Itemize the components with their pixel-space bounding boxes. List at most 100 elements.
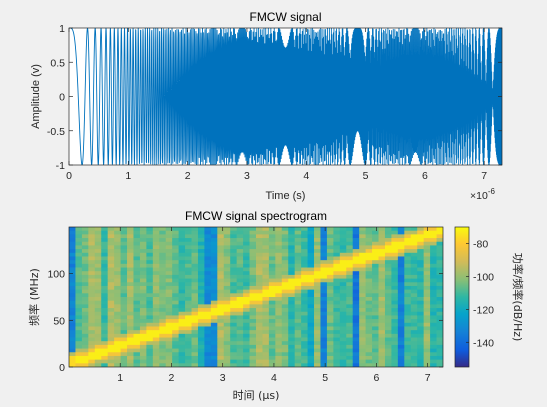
spectrogram-cell <box>365 322 373 327</box>
spectrogram-cell <box>114 252 121 257</box>
spectrogram-cell <box>430 344 437 349</box>
spectrogram-cell <box>262 293 270 298</box>
spectrogram-cell <box>275 256 283 261</box>
spectrogram-cell <box>339 285 347 291</box>
spectrogram-cell <box>69 333 76 338</box>
spectrogram-cell <box>152 337 160 342</box>
spectrogram-cell <box>217 363 225 367</box>
spectrogram-cell <box>320 344 328 349</box>
spectrogram-cell <box>139 274 147 279</box>
spectrogram-cell <box>288 260 296 265</box>
spectrogram-cell <box>217 341 225 346</box>
spectrogram-cell <box>185 341 192 346</box>
spectrogram-cell <box>159 289 167 294</box>
spectrogram-cell <box>217 293 225 298</box>
spectrogram-cell <box>178 285 186 291</box>
spectrogram-cell <box>146 249 154 254</box>
spectrogram-cell <box>243 352 250 357</box>
spectrogram-cell <box>352 359 360 364</box>
spectrogram-cell <box>172 311 180 316</box>
spectrogram-cell <box>204 311 212 316</box>
spectrogram-cell <box>210 252 218 257</box>
spectrogram-cell <box>430 330 437 335</box>
spectrogram-cell <box>256 330 263 335</box>
spectrogram-cell <box>262 322 270 327</box>
spectrogram-cell <box>146 326 154 331</box>
spectrogram-cell <box>384 311 392 316</box>
spectrogram-cell <box>275 238 283 243</box>
spectrogram-cell <box>384 263 392 268</box>
spectrogram-cell <box>391 227 399 232</box>
y-tick-label-bottom: 100 <box>47 269 65 281</box>
spectrogram-cell <box>107 238 115 243</box>
spectrogram-cell <box>326 285 334 291</box>
spectrogram-cell <box>320 267 328 272</box>
spectrogram-cell <box>262 348 270 353</box>
spectrogram-cell <box>301 282 308 287</box>
spectrogram-cell <box>120 300 128 305</box>
spectrogram-cell <box>365 267 373 272</box>
spectrogram-cell <box>159 319 167 324</box>
spectrogram-cell <box>301 304 308 309</box>
spectrogram-cell <box>301 293 308 298</box>
spectrogram-cell <box>423 330 431 335</box>
spectrogram-cell <box>127 285 134 291</box>
spectrogram-cell <box>69 263 76 268</box>
spectrogram-cell <box>410 241 418 246</box>
spectrogram-cell <box>172 234 180 239</box>
spectrogram-cell <box>236 289 244 294</box>
spectrogram-cell <box>430 227 437 232</box>
spectrogram-cell <box>430 271 437 276</box>
spectrogram-cell <box>404 326 412 331</box>
spectrogram-cell <box>281 348 289 353</box>
spectrogram-cell <box>243 267 250 272</box>
spectrogram-cell <box>159 315 167 320</box>
spectrogram-cell <box>320 319 328 324</box>
spectrogram-cell <box>372 330 379 335</box>
spectrogram-cell <box>372 238 379 243</box>
spectrogram-cell <box>410 326 418 331</box>
spectrogram-cell <box>307 322 315 327</box>
spectrogram-cell <box>391 274 399 279</box>
spectrogram-cell <box>436 230 443 235</box>
spectrogram-cell <box>262 337 270 342</box>
spectrogram-cell <box>275 274 283 279</box>
spectrogram-cell <box>146 300 154 305</box>
spectrogram-cell <box>204 297 212 302</box>
spectrogram-cell <box>352 326 360 331</box>
spectrogram-cell <box>146 337 154 342</box>
spectrogram-cell <box>152 234 160 239</box>
spectrogram-cell <box>114 282 121 287</box>
spectrogram-cell <box>359 285 367 291</box>
spectrogram-cell <box>346 282 354 287</box>
x-tick-label-top: 2 <box>185 170 191 182</box>
spectrogram-cell <box>281 249 289 254</box>
spectrogram-cell <box>288 344 296 349</box>
spectrogram-cell <box>127 230 134 235</box>
spectrogram-cell <box>75 278 83 283</box>
spectrogram-cell <box>346 293 354 298</box>
spectrogram-cell <box>107 333 115 338</box>
spectrogram-cell <box>436 300 443 305</box>
spectrogram-cell <box>146 322 154 327</box>
spectrogram-cell <box>127 300 134 305</box>
spectrogram-cell <box>127 293 134 298</box>
spectrogram-cell <box>127 278 134 283</box>
spectrogram-cell <box>326 234 334 239</box>
spectrogram-cell <box>223 341 231 346</box>
spectrogram-cell <box>249 267 257 272</box>
spectrogram-cell <box>365 227 373 232</box>
spectrogram-cell <box>359 293 367 298</box>
spectrogram-cell <box>436 308 443 313</box>
spectrogram-cell <box>127 337 134 342</box>
spectrogram-cell <box>294 271 302 276</box>
spectrogram-cell <box>146 359 154 364</box>
spectrogram-cell <box>326 230 334 235</box>
spectrogram-cell <box>256 245 263 250</box>
spectrogram-cell <box>275 341 283 346</box>
spectrogram-cell <box>133 344 141 349</box>
spectrogram-cell <box>359 245 367 250</box>
spectrogram-cell <box>326 355 334 361</box>
spectrogram-cell <box>146 227 154 232</box>
spectrogram-cell <box>120 352 128 357</box>
